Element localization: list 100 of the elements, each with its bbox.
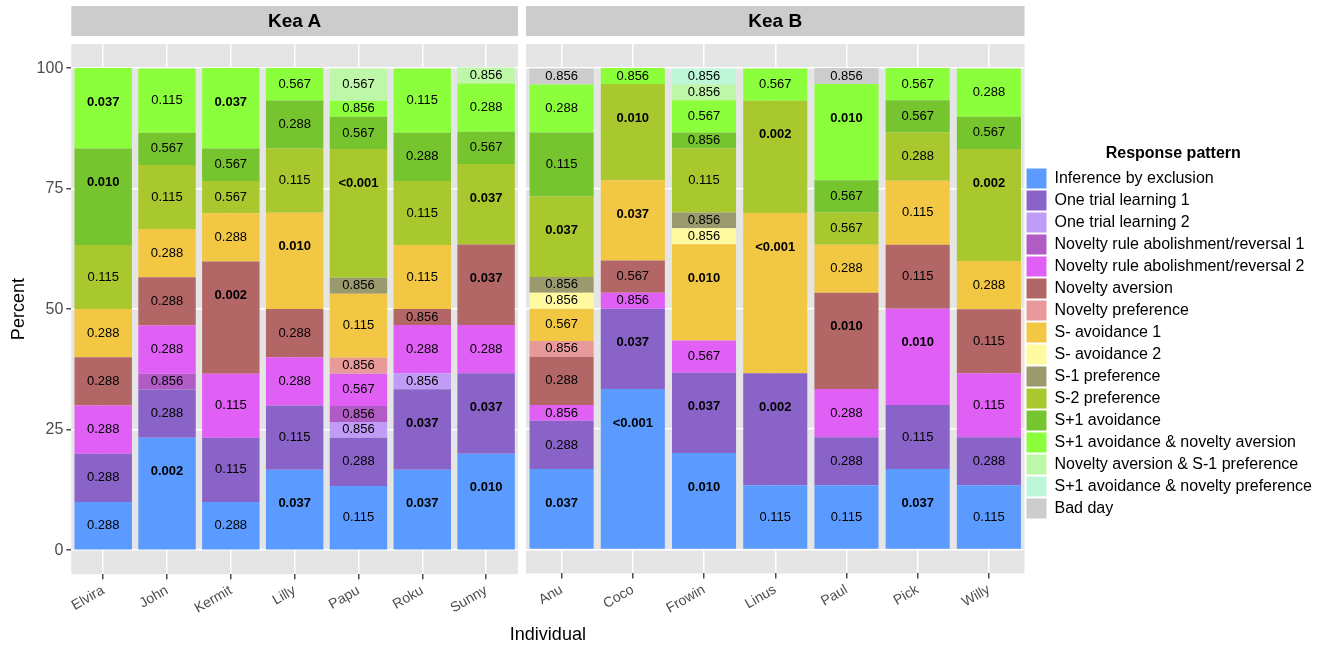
bar	[743, 373, 808, 486]
annotation: 0.010	[687, 478, 721, 494]
bar	[956, 309, 1021, 374]
annotation: 0.288	[278, 373, 311, 388]
bar	[202, 261, 260, 374]
bar	[138, 325, 196, 374]
bar	[814, 485, 879, 549]
annotation: 0.288	[342, 453, 375, 469]
annotation: 0.010	[687, 269, 721, 285]
annotation: 0.288	[214, 517, 248, 533]
annotation: 0.010	[616, 109, 650, 125]
legend-label: S+1 avoidance & novelty preference	[1054, 477, 1313, 495]
annotation: 0.115	[278, 429, 311, 445]
bar	[671, 148, 737, 213]
bar	[202, 373, 260, 438]
bar	[74, 357, 132, 406]
bar	[600, 389, 665, 549]
annotation: 0.037	[616, 334, 650, 350]
bar	[74, 405, 132, 454]
bar	[202, 501, 260, 550]
annotation: 0.567	[545, 316, 578, 332]
annotation: 0.567	[214, 188, 248, 204]
bar	[74, 453, 132, 502]
chart-title: Kea A	[268, 10, 322, 32]
annotation: 0.567	[616, 268, 650, 284]
annotation: 0.115	[973, 396, 1005, 412]
bar	[393, 469, 451, 550]
annotation: 0.856	[545, 68, 578, 84]
legend-label: Bad day	[1054, 499, 1114, 517]
annotation: 0.288	[545, 372, 578, 388]
annotation: 0.010	[86, 174, 120, 190]
annotation: 0.115	[215, 397, 247, 413]
bar	[329, 437, 388, 487]
legend-label: S- avoidance 1	[1054, 323, 1162, 341]
annotation: 0.115	[151, 92, 183, 108]
bar	[202, 180, 260, 214]
annotation: <0.001	[338, 174, 379, 190]
annotation: 0.115	[973, 332, 1005, 348]
annotation: 0.037	[469, 398, 503, 414]
annotation: <0.001	[612, 414, 653, 430]
bar	[671, 100, 737, 133]
bar	[529, 420, 594, 469]
bar	[393, 132, 451, 181]
annotation: 0.567	[758, 76, 792, 92]
bar	[393, 68, 451, 133]
bar	[743, 68, 808, 101]
legend-label: S+1 avoidance & novelty aversion	[1054, 433, 1296, 451]
bar	[265, 148, 324, 213]
annotation: 0.856	[342, 100, 375, 116]
bar	[885, 469, 950, 549]
annotation: 0.856	[687, 227, 721, 243]
bar	[457, 164, 515, 245]
annotation: 0.115	[901, 204, 934, 220]
bar	[74, 245, 132, 310]
bar	[956, 148, 1021, 262]
bar	[202, 68, 260, 149]
bar	[393, 389, 451, 470]
annotation: 0.037	[214, 93, 248, 109]
bar	[885, 404, 950, 469]
x-tick-label: Willy	[958, 580, 993, 610]
annotation: 0.002	[150, 463, 184, 479]
bar	[138, 277, 196, 326]
bar	[202, 213, 260, 262]
y-tick-label: 25	[45, 420, 64, 438]
bar	[265, 405, 324, 470]
bar	[671, 244, 737, 341]
bar	[329, 149, 388, 278]
legend-label: Novelty aversion & S-1 preference	[1054, 455, 1299, 473]
annotation: 0.856	[545, 292, 578, 308]
annotation: 0.288	[406, 148, 439, 164]
annotation: 0.288	[545, 436, 578, 452]
bar	[956, 437, 1021, 486]
bar	[814, 389, 879, 438]
legend-label: One trial learning 1	[1054, 191, 1190, 209]
annotation: 0.856	[687, 132, 721, 148]
annotation: 0.567	[901, 108, 934, 124]
x-tick-label: Anu	[535, 580, 566, 608]
bar	[138, 437, 196, 550]
annotation: 0.288	[406, 340, 439, 356]
x-tick-label: Papu	[325, 581, 362, 612]
legend-label: S+1 avoidance	[1054, 411, 1161, 429]
bar	[885, 68, 950, 101]
bar	[814, 180, 879, 213]
bar	[885, 100, 950, 133]
annotation: 0.567	[830, 187, 863, 203]
annotation: 0.115	[406, 268, 439, 284]
legend-label: Novelty rule abolishment/reversal 1	[1054, 235, 1305, 253]
bar	[671, 372, 737, 454]
bar	[885, 244, 950, 309]
bar	[265, 212, 324, 310]
bar	[393, 325, 451, 374]
bar	[814, 83, 879, 181]
bar	[885, 180, 950, 245]
bar	[265, 309, 324, 358]
annotation: 0.002	[758, 398, 792, 414]
annotation: 0.288	[86, 373, 120, 388]
annotation: 0.037	[469, 189, 503, 205]
annotation: 0.288	[86, 324, 120, 340]
annotation: 0.288	[545, 100, 578, 116]
bar	[600, 180, 665, 261]
